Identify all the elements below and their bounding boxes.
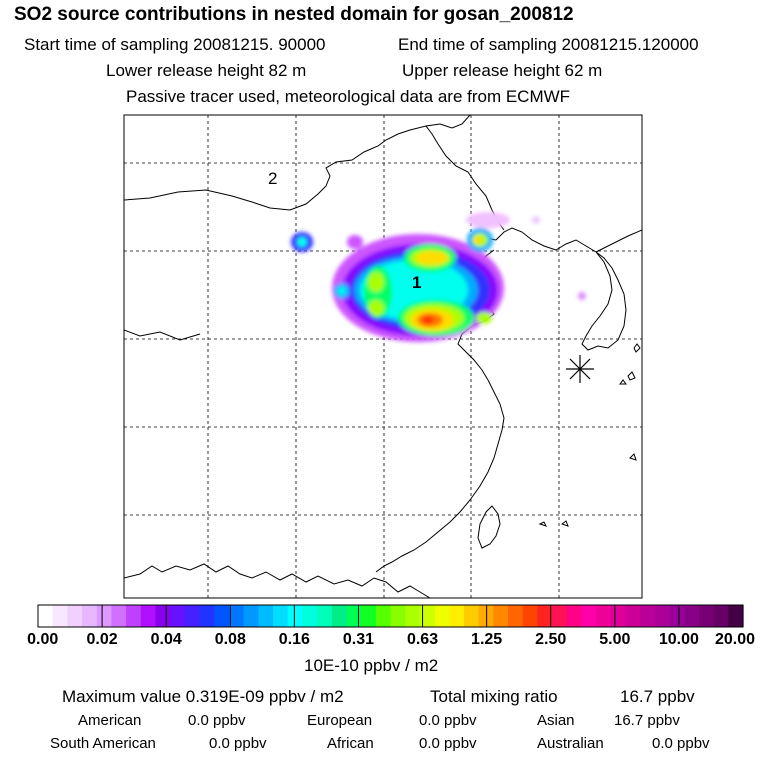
- colorbar-swatch: [390, 605, 406, 627]
- colorbar-ticks: [101, 605, 680, 627]
- colorbar-frame: [37, 604, 744, 628]
- colorbar-swatch: [302, 605, 318, 627]
- receptor-marker: [566, 355, 594, 383]
- chart-title: SO2 source contributions in nested domai…: [14, 4, 574, 25]
- colorbar-swatch: [449, 605, 465, 627]
- colorbar-swatch: [96, 605, 113, 627]
- colorbar-swatch: [640, 605, 656, 627]
- colorbar-swatch: [155, 605, 171, 627]
- colorbar-tick-label: 0.16: [278, 631, 310, 648]
- colorbar-swatch: [728, 605, 744, 627]
- colorbar-swatch: [375, 605, 392, 627]
- start-time-label: Start time of sampling 20081215. 90000: [24, 35, 326, 54]
- colorbar-tick-label: 0.00: [27, 631, 59, 648]
- colorbar-tick-label: 1.25: [471, 631, 503, 648]
- african-value: 0.0 ppbv: [419, 735, 477, 752]
- colorbar-swatch: [405, 605, 421, 627]
- colorbar-tick-label: 0.63: [406, 631, 439, 648]
- lower-release-label: Lower release height 82 m: [106, 61, 307, 80]
- colorbar-swatch: [199, 605, 215, 627]
- colorbar-unit: 10E-10 ppbv / m2: [304, 656, 439, 675]
- colorbar-swatch: [434, 605, 450, 627]
- plume-field: [291, 212, 586, 342]
- european-value: 0.0 ppbv: [419, 712, 477, 729]
- colorbar-swatch: [581, 605, 597, 627]
- region-label-1: 1: [412, 273, 421, 292]
- colorbar-swatch: [346, 605, 362, 627]
- colorbar-tick-label: 20.00: [714, 631, 756, 648]
- total-mixing-label: Total mixing ratio: [430, 687, 558, 706]
- colorbar-swatch: [419, 605, 436, 627]
- colorbar-tick-label: 0.02: [86, 631, 118, 648]
- european-label: European: [307, 712, 373, 729]
- colorbar-swatch: [243, 605, 259, 627]
- colorbar-swatch: [596, 605, 612, 627]
- colorbar-tick-label: 0.04: [150, 631, 182, 648]
- colorbar-swatch: [684, 605, 700, 627]
- asian-label: Asian: [537, 712, 575, 729]
- colorbar-swatch: [537, 605, 553, 627]
- colorbar-swatch: [214, 605, 230, 627]
- map-gridlines: [124, 115, 642, 598]
- south-american-label: South American: [50, 735, 156, 752]
- colorbar-swatch: [361, 605, 377, 627]
- colorbar-swatch: [610, 605, 627, 627]
- colorbar-swatch: [463, 605, 480, 627]
- colorbar-tick-label: 0.31: [342, 631, 375, 648]
- colorbar-tick-label: 2.50: [535, 631, 567, 648]
- australian-value: 0.0 ppbv: [652, 735, 710, 752]
- colorbar-swatch: [566, 605, 583, 627]
- colorbar-tick-label: 0.08: [214, 631, 246, 648]
- colorbar-swatch: [669, 605, 685, 627]
- colorbar-swatch: [38, 605, 54, 627]
- colorbar-swatch: [52, 605, 68, 627]
- colorbar-swatch: [331, 605, 348, 627]
- region-label-2: 2: [268, 169, 277, 188]
- colorbar-tick-label: 5.00: [599, 631, 631, 648]
- colorbar-swatch: [273, 605, 289, 627]
- south-american-value: 0.0 ppbv: [209, 735, 267, 752]
- american-label: American: [78, 712, 142, 729]
- colorbar-swatch: [170, 605, 186, 627]
- colorbar-swatch: [508, 605, 524, 627]
- colorbar-swatch: [625, 605, 641, 627]
- colorbar-swatch: [258, 605, 274, 627]
- colorbar-swatch: [654, 605, 671, 627]
- african-label: African: [327, 735, 374, 752]
- colorbar-swatch: [522, 605, 538, 627]
- colorbar-swatch: [140, 605, 157, 627]
- colorbar-swatch: [698, 605, 715, 627]
- colorbar-swatch: [228, 605, 245, 627]
- american-value: 0.0 ppbv: [188, 712, 246, 729]
- colorbar-swatch: [287, 605, 303, 627]
- colorbar-swatches: [38, 605, 744, 627]
- info-line: Passive tracer used, meteorological data…: [126, 87, 571, 106]
- colorbar-swatch: [552, 605, 568, 627]
- colorbar-swatch: [317, 605, 333, 627]
- asian-value: 16.7 ppbv: [614, 712, 680, 729]
- colorbar-swatch: [493, 605, 509, 627]
- colorbar-swatch: [67, 605, 83, 627]
- colorbar-swatch: [126, 605, 142, 627]
- map-frame: [123, 114, 643, 599]
- colorbar-swatch: [111, 605, 127, 627]
- australian-label: Australian: [537, 735, 604, 752]
- colorbar-tick-label: 10.00: [658, 631, 699, 648]
- upper-release-label: Upper release height 62 m: [402, 61, 603, 80]
- total-mixing-value: 16.7 ppbv: [620, 687, 695, 706]
- max-value-label: Maximum value 0.319E-09 ppbv / m2: [62, 687, 344, 706]
- colorbar-swatch: [713, 605, 729, 627]
- end-time-label: End time of sampling 20081215.120000: [398, 35, 699, 54]
- colorbar-swatch: [82, 605, 98, 627]
- colorbar-swatch: [184, 605, 201, 627]
